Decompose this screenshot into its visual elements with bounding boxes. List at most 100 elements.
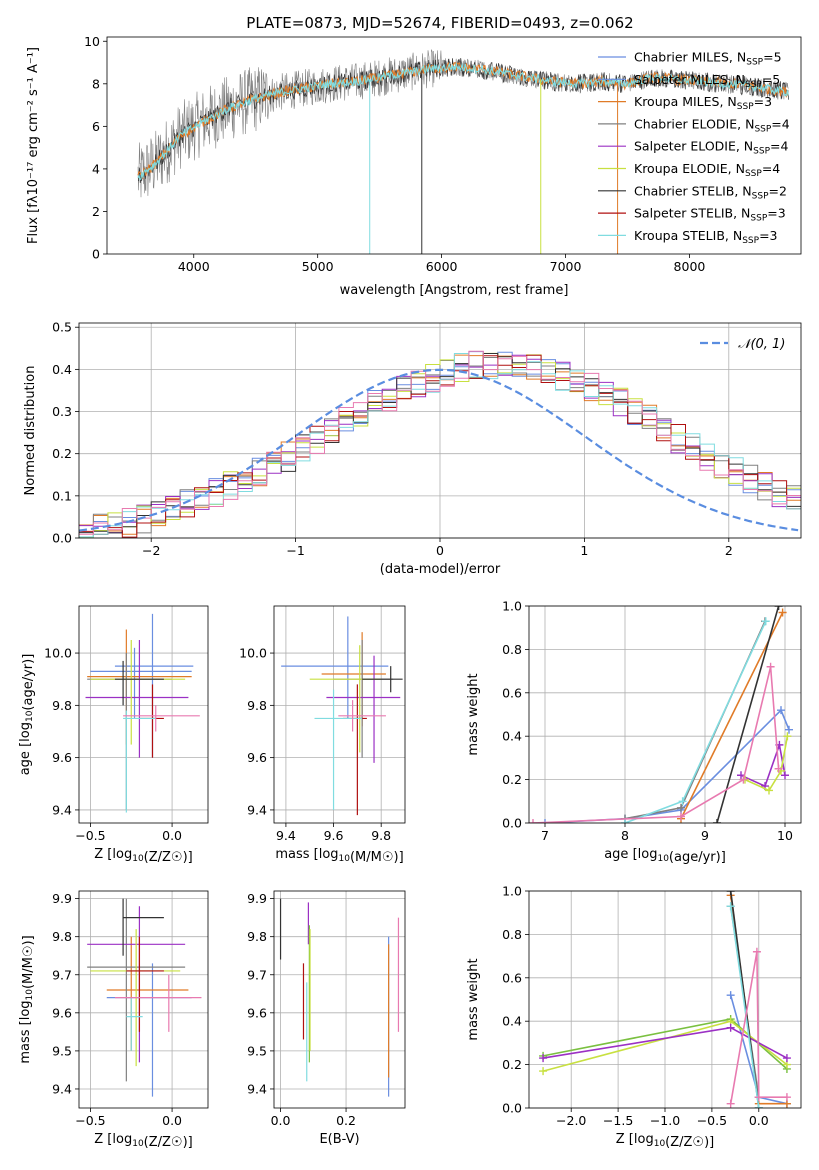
y-axis-label: Normed distribution xyxy=(23,366,38,496)
x-tick-label: 9 xyxy=(701,828,709,843)
gridlines xyxy=(529,605,801,824)
x-tick-label: −0.5 xyxy=(75,1113,105,1128)
panel-mass-weight-vs-age: 7 8 9 10 0.0 0.2 0.4 0.6 0.8 1.0 age [log10(age/yr… xyxy=(466,599,802,865)
data-point xyxy=(529,819,537,823)
y-tick-label: 9.5 xyxy=(247,1043,267,1058)
y-tick-label: 9.4 xyxy=(247,802,267,817)
x-axis-label: wavelength [Angstrom, rest frame] xyxy=(340,283,569,298)
x-axis-label: Z [log10(Z/Z☉)] xyxy=(616,1132,714,1150)
panel-mass-weight-vs-Z: −2.0 −1.5 −1.0 −0.5 0.0 0.0 0.2 0.4 0.6 0.8 1.0 Z [… xyxy=(466,884,802,1150)
x-tick-label: −1 xyxy=(286,543,304,558)
y-tick-label: 10.0 xyxy=(239,646,267,661)
y-tick-label: 10.0 xyxy=(44,646,72,661)
x-tick-label: −0.5 xyxy=(75,828,105,843)
y-tick-label: 10 xyxy=(84,34,100,49)
y-tick-label: 0.1 xyxy=(52,488,72,503)
y-tick-label: 0.0 xyxy=(502,1101,522,1116)
data-point xyxy=(541,819,549,823)
y-tick-label: 0.0 xyxy=(502,816,522,831)
data-point xyxy=(726,991,735,1000)
y-axis-label: Flux [fλ10⁻¹⁷ erg cm⁻² s⁻¹ A⁻¹] xyxy=(26,47,41,244)
y-tick-label: 0.8 xyxy=(502,642,522,657)
legend-label: Kroupa STELIB, NSSP=3 xyxy=(634,228,778,246)
data-point xyxy=(726,902,735,911)
axes-frame xyxy=(78,322,802,539)
series-line xyxy=(532,666,780,823)
x-tick-label: 10 xyxy=(777,828,793,843)
gridlines xyxy=(79,323,801,539)
y-tick-label: 2 xyxy=(92,204,100,219)
series-line xyxy=(744,736,789,792)
y-axis-label: mass weight xyxy=(466,958,481,1040)
y-tick-label: 9.6 xyxy=(52,750,72,765)
axes-frame xyxy=(528,890,802,1109)
gridlines xyxy=(274,891,405,1108)
y-tick-label: 9.9 xyxy=(247,891,267,906)
panel-mass-vs-EBV: 0.0 0.2 9.4 9.5 9.6 9.7 9.8 9.9 E(B-V) xyxy=(247,890,406,1147)
y-tick-label: 6 xyxy=(92,119,100,134)
y-tick-label: 8 xyxy=(92,76,100,91)
y-tick-label: 1.0 xyxy=(502,599,522,614)
y-axis-label: mass weight xyxy=(466,673,481,755)
legend-label: 𝒩(0, 1) xyxy=(738,337,785,352)
histogram-step xyxy=(79,352,801,538)
y-tick-label: 9.8 xyxy=(247,698,267,713)
y-tick-label: 0.2 xyxy=(52,446,72,461)
x-tick-label: −0.5 xyxy=(697,1113,727,1128)
x-axis-label: (data-model)/error xyxy=(380,562,501,577)
x-tick-label: −1.5 xyxy=(603,1113,633,1128)
data-point xyxy=(783,732,792,741)
data-point xyxy=(785,725,793,734)
normal-curve xyxy=(79,368,799,532)
y-tick-label: 1.0 xyxy=(502,884,522,899)
y-tick-label: 9.4 xyxy=(247,1081,267,1096)
axes-frame xyxy=(273,890,406,1109)
axes-frame xyxy=(106,36,802,255)
x-axis-label: Z [log10(Z/Z☉)] xyxy=(94,1132,192,1150)
plot-area xyxy=(137,48,789,254)
y-tick-label: 9.7 xyxy=(52,967,72,982)
histogram-step xyxy=(79,350,801,535)
y-tick-label: 9.9 xyxy=(52,891,72,906)
x-tick-label: 0 xyxy=(436,543,444,558)
data-point xyxy=(754,1093,763,1102)
data-point xyxy=(726,891,735,895)
spectrum-data xyxy=(137,48,789,198)
legend-label: Kroupa MILES, NSSP=3 xyxy=(634,94,772,112)
plot-area xyxy=(279,898,400,1097)
legend: 𝒩(0, 1) xyxy=(700,337,785,352)
plot-area xyxy=(87,898,202,1097)
y-tick-label: 9.6 xyxy=(247,1005,267,1020)
gridlines xyxy=(274,606,405,823)
series-line xyxy=(680,612,784,820)
legend-label: Salpeter ELODIE, NSSP=4 xyxy=(634,139,789,157)
axes-frame xyxy=(78,890,209,1109)
y-tick-label: 9.6 xyxy=(52,1005,72,1020)
y-tick-label: 0 xyxy=(92,247,100,262)
x-tick-label: 0.0 xyxy=(749,1113,769,1128)
panel-residuals: −2 −1 0 1 2 0.0 0.1 0.2 0.3 0.4 0.5 (data-model)/er… xyxy=(23,320,802,577)
y-tick-label: 0.6 xyxy=(502,685,522,700)
data-point xyxy=(766,662,775,671)
data-point xyxy=(678,797,687,806)
data-point xyxy=(539,1054,548,1063)
y-tick-label: 9.4 xyxy=(52,1081,72,1096)
axes-frame xyxy=(528,605,802,824)
data-point xyxy=(539,1067,548,1076)
panel-spectrum: 4000 5000 6000 7000 8000 0 2 4 6 8 10 Flux [fλ10⁻¹⁷… xyxy=(26,34,802,298)
x-tick-label: 9.4 xyxy=(276,828,296,843)
data-point xyxy=(752,947,761,956)
x-tick-label: 9.8 xyxy=(371,828,391,843)
y-tick-label: 0.4 xyxy=(502,1014,522,1029)
x-axis-label: Z [log10(Z/Z☉)] xyxy=(94,847,192,865)
panel-age-vs-Z: −0.5 0.0 9.4 9.6 9.8 10.0 Z [log10(Z/Z☉)] age [… xyxy=(18,605,209,865)
data-point xyxy=(726,1099,735,1108)
x-tick-label: 0.0 xyxy=(162,828,182,843)
gridlines xyxy=(529,890,801,1109)
data-point xyxy=(777,706,785,715)
x-tick-label: 5000 xyxy=(302,259,334,274)
data-point xyxy=(774,764,783,773)
data-point xyxy=(778,608,787,617)
panel-age-vs-mass: 9.4 9.6 9.8 9.4 9.6 9.8 10.0 mass [log10(M/M☉)] xyxy=(239,605,406,865)
x-tick-label: 7 xyxy=(541,828,549,843)
